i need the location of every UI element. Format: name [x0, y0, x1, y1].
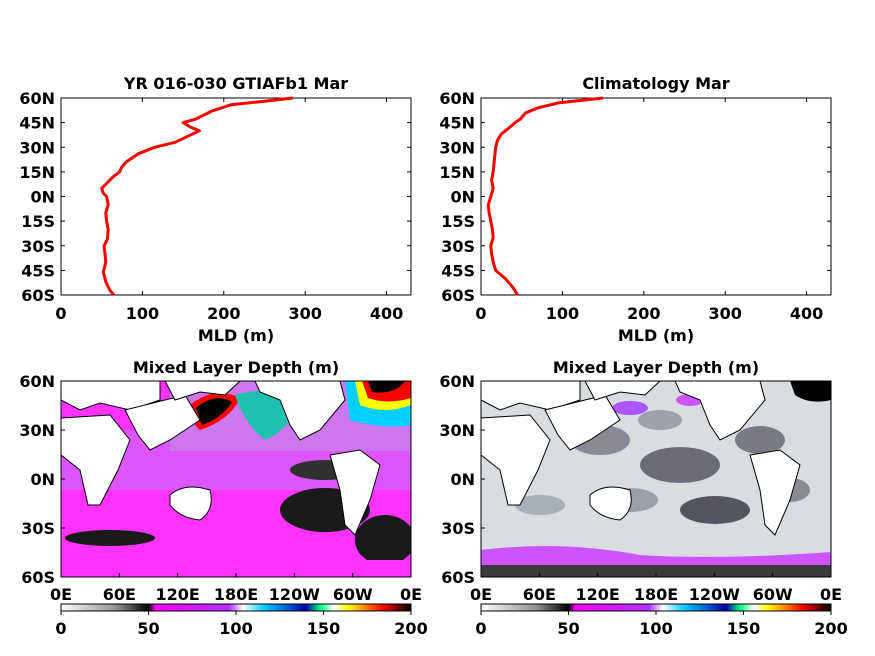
y-tick-label: 30S: [441, 519, 475, 538]
x-axis-label: MLD (m): [197, 326, 275, 345]
x-tick-label: 100: [546, 304, 579, 323]
x-tick-label: 0E: [820, 585, 842, 604]
y-tick-label: 60S: [441, 568, 475, 587]
x-tick-label: 120E: [156, 585, 200, 604]
chart-title: Mixed Layer Depth (m): [552, 358, 760, 377]
x-tick-label: 400: [370, 304, 403, 323]
chart-title: Climatology Mar: [582, 74, 730, 93]
mld-map-model: [61, 381, 411, 577]
y-tick-label: 15S: [21, 212, 55, 231]
y-tick-label: 60S: [441, 286, 475, 305]
x-tick-label: 0E: [50, 585, 72, 604]
y-tick-label: 45N: [439, 114, 475, 133]
y-tick-label: 60N: [439, 89, 475, 108]
x-tick-label: 120E: [576, 585, 620, 604]
y-tick-label: 0N: [30, 470, 55, 489]
x-tick-label: 0E: [400, 585, 422, 604]
y-tick-label: 30S: [441, 237, 475, 256]
x-tick-label: 0: [55, 304, 66, 323]
mld-profile-line: [486, 96, 604, 296]
x-axis-label: MLD (m): [617, 326, 695, 345]
y-tick-label: 45S: [21, 261, 55, 280]
plot-frame: [480, 97, 832, 296]
y-tick-label: 45N: [19, 114, 55, 133]
colorbar: [480, 603, 832, 612]
y-tick-label: 0N: [450, 188, 475, 207]
colorbar-tick-label: 150: [727, 619, 760, 638]
x-tick-label: 400: [790, 304, 823, 323]
y-tick-label: 30S: [21, 519, 55, 538]
x-tick-label: 200: [627, 304, 660, 323]
y-tick-label: 30N: [19, 138, 55, 157]
y-tick-label: 60S: [21, 286, 55, 305]
chart-title: YR 016-030 GTIAFb1 Mar: [123, 74, 349, 93]
x-tick-label: 0E: [470, 585, 492, 604]
colorbar-tick-label: 50: [137, 619, 159, 638]
colorbar-tick-label: 50: [557, 619, 579, 638]
x-tick-label: 180E: [634, 585, 678, 604]
y-tick-label: 0N: [450, 470, 475, 489]
x-tick-label: 60W: [753, 585, 793, 604]
y-tick-label: 30N: [439, 138, 475, 157]
y-tick-label: 15N: [19, 163, 55, 182]
x-tick-label: 60E: [103, 585, 136, 604]
colorbar-tick-label: 100: [639, 619, 672, 638]
colorbar-tick-label: 200: [394, 619, 427, 638]
y-tick-label: 30S: [21, 237, 55, 256]
mld-profile-line: [100, 96, 294, 296]
x-tick-label: 300: [288, 304, 321, 323]
colorbar-tick-label: 0: [55, 619, 66, 638]
mld-map-climatology: [481, 381, 831, 577]
y-tick-label: 30N: [439, 421, 475, 440]
plot-frame: [60, 97, 412, 296]
colorbar-tick-label: 150: [307, 619, 340, 638]
y-tick-label: 30N: [19, 421, 55, 440]
chart-title: Mixed Layer Depth (m): [132, 358, 340, 377]
colorbar-tick-label: 0: [475, 619, 486, 638]
y-tick-label: 45S: [441, 261, 475, 280]
x-tick-label: 300: [708, 304, 741, 323]
y-tick-label: 15N: [439, 163, 475, 182]
y-tick-label: 60N: [19, 372, 55, 391]
x-tick-label: 180E: [214, 585, 258, 604]
x-tick-label: 60W: [333, 585, 373, 604]
x-tick-label: 200: [207, 304, 240, 323]
colorbar: [60, 603, 412, 612]
y-tick-label: 60N: [19, 89, 55, 108]
x-tick-label: 100: [126, 304, 159, 323]
x-tick-label: 120W: [689, 585, 740, 604]
x-tick-label: 60E: [523, 585, 556, 604]
x-tick-label: 120W: [269, 585, 320, 604]
y-tick-label: 0N: [30, 188, 55, 207]
y-tick-label: 60N: [439, 372, 475, 391]
colorbar-tick-label: 100: [219, 619, 252, 638]
x-tick-label: 0: [475, 304, 486, 323]
colorbar-tick-label: 200: [814, 619, 847, 638]
y-tick-label: 15S: [441, 212, 475, 231]
y-tick-label: 60S: [21, 568, 55, 587]
